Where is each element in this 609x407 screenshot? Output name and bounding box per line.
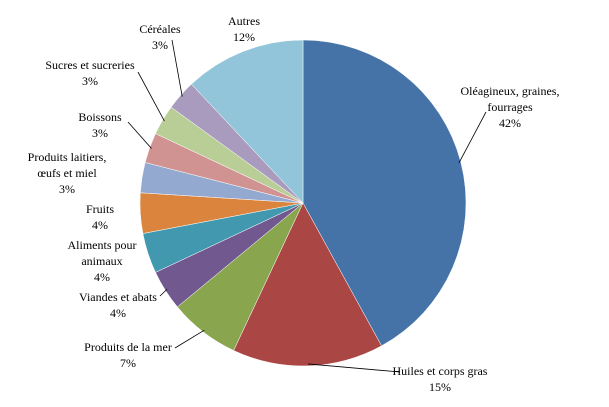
value-label: 7%: [120, 356, 136, 370]
label-line: Produits laitiers,: [28, 150, 107, 164]
value-label: 12%: [233, 30, 255, 44]
value-label: 4%: [94, 270, 110, 284]
value-label: 4%: [110, 306, 126, 320]
value-label: 3%: [82, 74, 98, 88]
label-line: Aliments pour: [68, 238, 137, 252]
slice-label: Huiles et corps gras: [393, 364, 488, 378]
leader-line: [159, 288, 168, 297]
value-label: 4%: [92, 218, 108, 232]
value-label: 3%: [92, 126, 108, 140]
slice-label: Céréales: [139, 22, 181, 36]
slice-label: Sucres et sucreries: [45, 58, 135, 72]
value-label: 42%: [499, 116, 521, 130]
slice-label: Produits de la mer: [84, 340, 172, 354]
leader-line: [127, 121, 152, 149]
slice-label: Autres: [228, 14, 260, 28]
leader-line: [458, 111, 487, 164]
label-line: Oléagineux, graines,: [461, 84, 560, 98]
label-line: Fruits: [86, 202, 114, 216]
label-line: fourrages: [487, 100, 533, 114]
pie-slice: [302, 39, 467, 347]
label-line: Viandes et abats: [79, 290, 157, 304]
leader-line: [171, 39, 183, 97]
slice-label: Fruits: [86, 202, 114, 216]
pie-slice: [233, 202, 382, 367]
slice-label: Viandes et abats: [79, 290, 157, 304]
label-line: Boissons: [78, 110, 122, 124]
slice-label: Boissons: [78, 110, 122, 124]
slice-label: Oléagineux, graines, fourrages: [461, 84, 560, 114]
label-line: Produits de la mer: [84, 340, 172, 354]
label-line: Autres: [228, 14, 260, 28]
value-label: 3%: [59, 182, 75, 196]
leader-line: [308, 363, 401, 373]
label-line: animaux: [81, 254, 122, 268]
slice-label: Aliments pour animaux: [68, 238, 137, 268]
label-line: Huiles et corps gras: [393, 364, 488, 378]
pie-slice: [191, 39, 304, 204]
label-line: Céréales: [139, 22, 181, 36]
leader-line: [174, 329, 205, 349]
label-line: Sucres et sucreries: [45, 58, 135, 72]
label-line: œufs et miel: [37, 166, 97, 180]
slice-label: Produits laitiers, œufs et miel: [28, 150, 107, 180]
value-label: 3%: [152, 38, 168, 52]
value-label: 15%: [429, 380, 451, 394]
leader-line: [137, 71, 165, 122]
